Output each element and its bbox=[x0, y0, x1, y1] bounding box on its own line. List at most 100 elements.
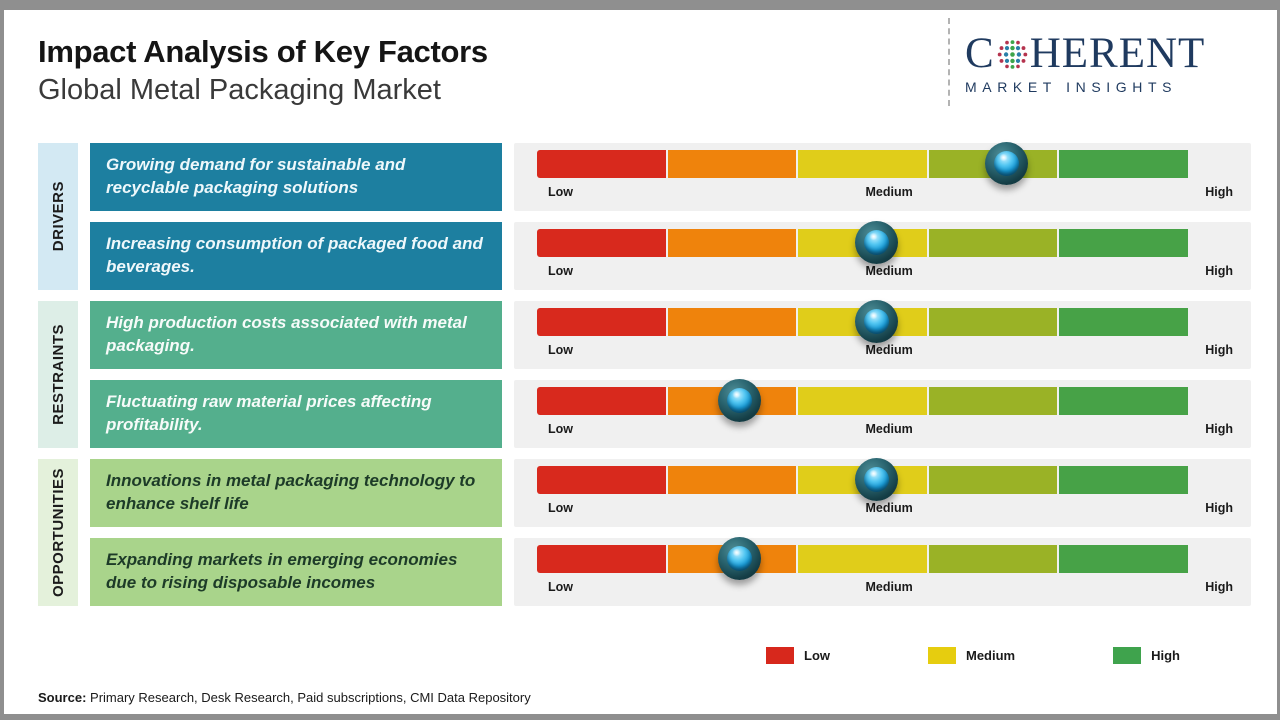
scale-labels: Low Medium High bbox=[548, 185, 1233, 199]
impact-knob bbox=[854, 221, 898, 264]
impact-bar bbox=[537, 379, 1188, 422]
scale-label-high: High bbox=[1205, 422, 1233, 436]
scale-labels: Low Medium High bbox=[548, 343, 1233, 357]
scale-label-high: High bbox=[1205, 185, 1233, 199]
bar-segment-low bbox=[537, 229, 666, 257]
scale-label-high: High bbox=[1205, 264, 1233, 278]
impact-bar bbox=[537, 458, 1188, 501]
legend-swatch-high bbox=[1113, 647, 1142, 664]
impact-gauge: Low Medium High bbox=[514, 379, 1251, 448]
legend-swatch-medium bbox=[927, 647, 956, 664]
scale-labels: Low Medium High bbox=[548, 580, 1233, 594]
scale-label-high: High bbox=[1205, 501, 1233, 515]
scale-label-low: Low bbox=[548, 422, 573, 436]
legend-item: High bbox=[1113, 647, 1180, 664]
factor-card: Increasing consumption of packaged food … bbox=[90, 222, 502, 290]
bar-segment-high bbox=[1059, 308, 1188, 336]
group-label-text: OPPORTUNITIES bbox=[49, 467, 67, 597]
scale-label-medium: Medium bbox=[865, 580, 913, 594]
bar-segment-medium bbox=[798, 150, 927, 178]
scale-label-medium: Medium bbox=[865, 264, 913, 278]
bar-segment-low bbox=[537, 308, 666, 336]
scale-label-medium: Medium bbox=[865, 343, 913, 357]
scale-label-medium: Medium bbox=[865, 501, 913, 515]
legend-item: Low bbox=[766, 647, 830, 664]
legend-swatch-low bbox=[766, 647, 794, 664]
source-note: Source: Primary Research, Desk Research,… bbox=[38, 690, 531, 705]
bar-segment-low bbox=[537, 466, 666, 494]
bar-segment-high bbox=[1059, 387, 1188, 415]
factor-text: Increasing consumption of packaged food … bbox=[106, 234, 483, 276]
bar-segment-high bbox=[1059, 150, 1188, 178]
bar-segment-high bbox=[1059, 229, 1188, 257]
bar-segment-medium-high bbox=[928, 466, 1058, 494]
factor-text: Growing demand for sustainable and recyc… bbox=[106, 155, 406, 197]
company-logo: C HERENT MARKET INSIGHTS bbox=[965, 32, 1257, 95]
scale-labels: Low Medium High bbox=[548, 264, 1233, 278]
impact-gauge: Low Medium High bbox=[514, 300, 1251, 369]
bar-segment-medium-high bbox=[928, 545, 1058, 573]
bar-segment-low-medium bbox=[667, 466, 797, 494]
source-label: Source: bbox=[38, 690, 87, 705]
impact-bar bbox=[537, 142, 1188, 185]
factor-card: Fluctuating raw material prices affectin… bbox=[90, 380, 502, 448]
scale-label-high: High bbox=[1205, 343, 1233, 357]
factor-text: Innovations in metal packaging technolog… bbox=[106, 471, 476, 513]
page-title: Impact Analysis of Key Factors bbox=[38, 34, 488, 69]
bar-segment-medium-high bbox=[928, 229, 1058, 257]
bar-segment-medium bbox=[798, 545, 927, 573]
factor-text: Fluctuating raw material prices affectin… bbox=[106, 392, 432, 434]
legend-label: High bbox=[1151, 648, 1180, 663]
factor-card: High production costs associated with me… bbox=[90, 301, 502, 369]
bar-segment-low-medium bbox=[667, 308, 797, 336]
logo-wordmark: C HERENT bbox=[965, 32, 1257, 75]
scale-label-high: High bbox=[1205, 580, 1233, 594]
logo-divider bbox=[948, 18, 950, 106]
bar-segment-high bbox=[1059, 545, 1188, 573]
impact-knob bbox=[854, 458, 898, 501]
impact-bar bbox=[537, 221, 1188, 264]
scale-labels: Low Medium High bbox=[548, 501, 1233, 515]
bar-segment-low-medium bbox=[667, 229, 797, 257]
impact-gauge: Low Medium High bbox=[514, 458, 1251, 527]
group-label-restraints: RESTRAINTS bbox=[38, 301, 78, 448]
group-label-text: DRIVERS bbox=[49, 181, 67, 252]
scale-label-low: Low bbox=[548, 343, 573, 357]
bar-segment-low bbox=[537, 545, 666, 573]
group-label-opportunities: OPPORTUNITIES bbox=[38, 459, 78, 606]
scale-label-low: Low bbox=[548, 264, 573, 278]
logo-word-rest: HERENT bbox=[1029, 30, 1206, 77]
globe-icon bbox=[997, 40, 1027, 69]
legend-label: Medium bbox=[965, 648, 1016, 663]
impact-gauge: Low Medium High bbox=[514, 221, 1251, 290]
scale-label-medium: Medium bbox=[865, 185, 913, 199]
bar-segment-low-medium bbox=[667, 150, 797, 178]
logo-letter-c: C bbox=[965, 30, 995, 77]
impact-rows: Growing demand for sustainable and recyc… bbox=[38, 142, 1251, 606]
bar-segment-low bbox=[537, 150, 666, 178]
impact-bar bbox=[537, 300, 1188, 343]
impact-gauge: Low Medium High bbox=[514, 142, 1251, 211]
bar-segment-medium bbox=[798, 387, 927, 415]
scale-label-low: Low bbox=[548, 580, 573, 594]
bar-segment-medium-high bbox=[928, 308, 1058, 336]
bar-segment-medium-high bbox=[928, 387, 1058, 415]
factor-card: Expanding markets in emerging economies … bbox=[90, 538, 502, 606]
scale-label-medium: Medium bbox=[865, 422, 913, 436]
factor-text: Expanding markets in emerging economies … bbox=[106, 550, 458, 592]
group-label-text: RESTRAINTS bbox=[49, 324, 67, 425]
scale-label-low: Low bbox=[548, 501, 573, 515]
factor-card: Innovations in metal packaging technolog… bbox=[90, 459, 502, 527]
scale-label-low: Low bbox=[548, 185, 573, 199]
scale-labels: Low Medium High bbox=[548, 422, 1233, 436]
logo-tagline: MARKET INSIGHTS bbox=[965, 79, 1178, 95]
legend: Low Medium High bbox=[766, 647, 1180, 664]
impact-knob bbox=[717, 537, 761, 580]
legend-label: Low bbox=[804, 648, 830, 663]
impact-knob bbox=[984, 142, 1028, 185]
factor-card: Growing demand for sustainable and recyc… bbox=[90, 143, 502, 211]
impact-bar bbox=[537, 537, 1188, 580]
bar-segment-low bbox=[537, 387, 666, 415]
source-text: Primary Research, Desk Research, Paid su… bbox=[86, 690, 531, 705]
